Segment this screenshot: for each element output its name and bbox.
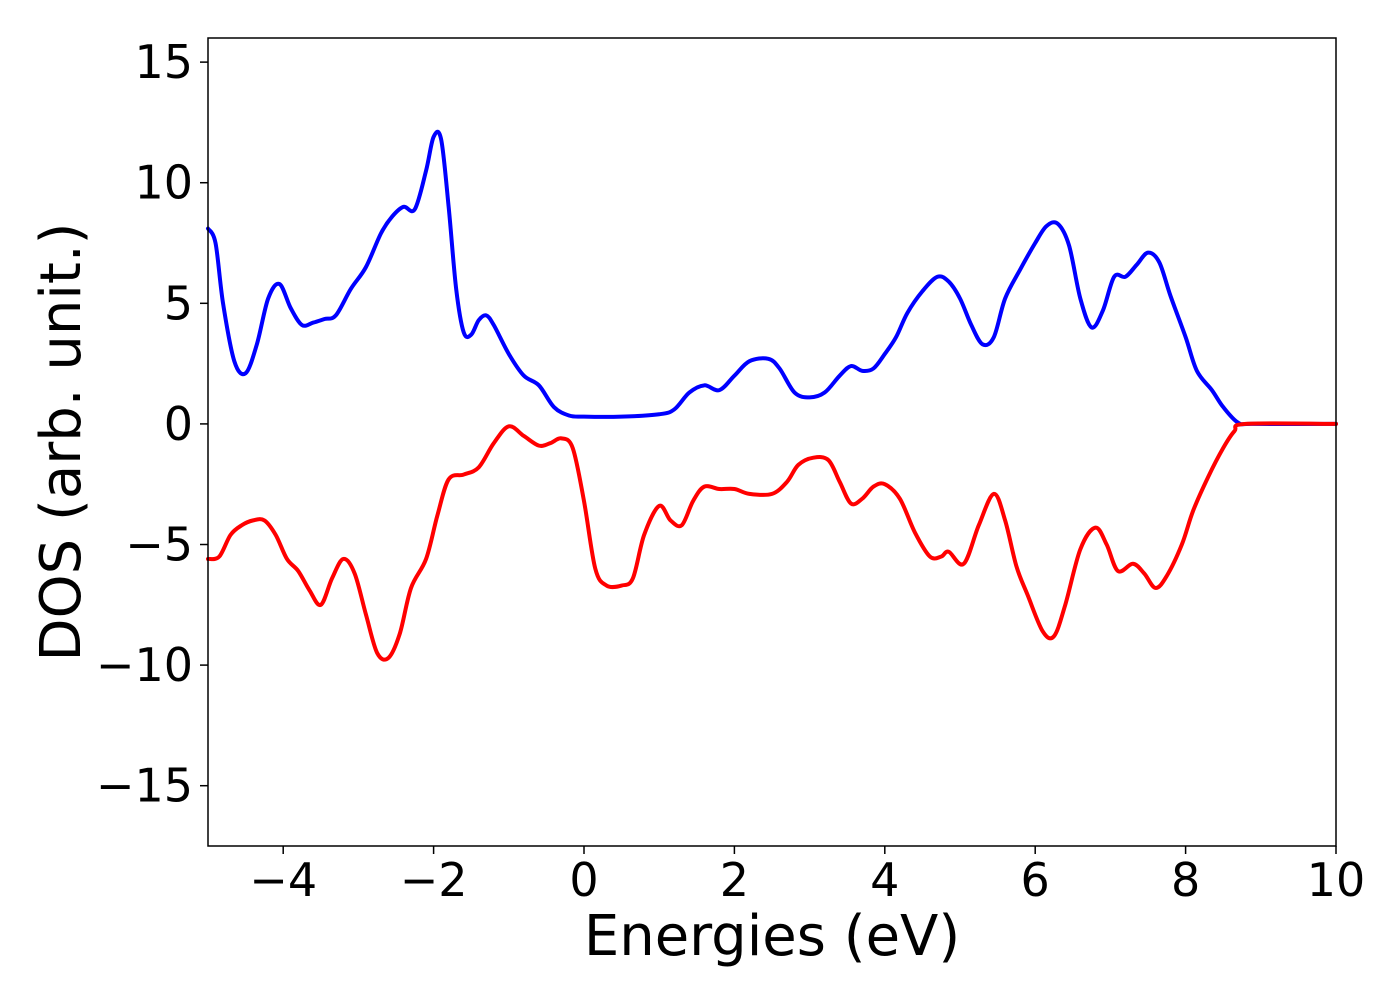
x-tick-label: −4 xyxy=(249,853,317,907)
x-tick-label: 10 xyxy=(1307,853,1366,907)
x-tick-label: 6 xyxy=(1021,853,1050,907)
x-tick-label: 4 xyxy=(870,853,899,907)
x-axis: −4 −2 0 2 4 6 8 10 xyxy=(249,846,1365,907)
plot-frame xyxy=(207,37,1337,847)
y-tick-label: −5 xyxy=(125,518,193,572)
y-axis: −15 −10 −5 0 5 10 15 xyxy=(96,35,208,813)
y-tick-label: 0 xyxy=(164,397,193,451)
y-axis-title: DOS (arb. unit.) xyxy=(29,222,94,661)
x-tick-label: 0 xyxy=(569,853,598,907)
series-line-1 xyxy=(206,129,1338,427)
series-line-2 xyxy=(206,421,1338,662)
x-tick-label: −2 xyxy=(400,853,468,907)
y-tick-label: −10 xyxy=(96,638,193,692)
x-axis-title: Energies (eV) xyxy=(584,904,960,969)
y-tick-label: 15 xyxy=(134,35,193,89)
y-tick-label: 10 xyxy=(134,156,193,210)
x-tick-label: 2 xyxy=(720,853,749,907)
x-tick-label: 8 xyxy=(1171,853,1200,907)
y-tick-label: 5 xyxy=(164,276,193,330)
series-layer xyxy=(206,129,1338,662)
y-tick-label: −15 xyxy=(96,759,193,813)
